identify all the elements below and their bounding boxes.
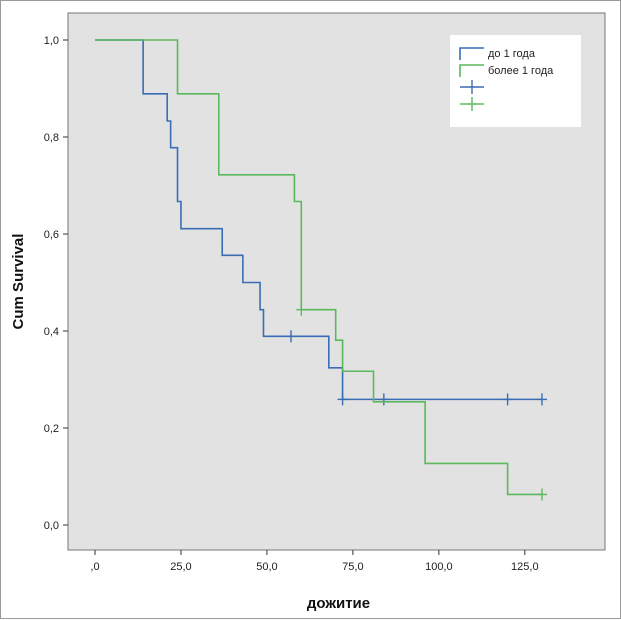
x-tick-label: 125,0 xyxy=(511,561,539,573)
y-tick-label: 1,0 xyxy=(44,35,59,47)
legend-label: до 1 года xyxy=(488,48,536,60)
y-tick-label: 0,0 xyxy=(44,520,59,532)
y-tick-label: 0,6 xyxy=(44,229,59,241)
y-axis-title: Cum Survival xyxy=(10,234,27,330)
censor-mark xyxy=(378,393,389,406)
legend-item: более 1 года xyxy=(459,64,554,77)
y-tick-label: 0,4 xyxy=(44,326,59,338)
censor-mark xyxy=(296,303,307,316)
censor-mark xyxy=(337,393,348,406)
series-group xyxy=(95,39,547,501)
legend: до 1 года более 1 года xyxy=(450,35,581,127)
legend-line-swatch xyxy=(459,47,484,60)
x-tick-label: 100,0 xyxy=(425,561,453,573)
x-tick-label: 75,0 xyxy=(342,561,363,573)
axes: 0,0 0,2 0,4 0,6 0,8 1,0 ,0 25,0 50,0 75,0 100,0 125… xyxy=(44,35,539,573)
x-axis-title: дожитие xyxy=(307,595,370,612)
legend-line-swatch xyxy=(459,64,484,77)
censor-mark xyxy=(285,330,296,343)
series-line-1 xyxy=(95,39,542,401)
series-line-2 xyxy=(95,39,542,496)
legend-item xyxy=(460,97,484,111)
y-tick-label: 0,2 xyxy=(44,423,59,435)
legend-item: до 1 года xyxy=(459,47,536,60)
censor-mark xyxy=(537,488,547,501)
legend-label: более 1 года xyxy=(488,65,554,77)
legend-item xyxy=(460,80,484,94)
x-tick-label: 50,0 xyxy=(256,561,277,573)
x-tick-label: ,0 xyxy=(90,561,99,573)
y-tick-label: 0,8 xyxy=(44,132,59,144)
censor-mark xyxy=(537,393,547,406)
x-tick-label: 25,0 xyxy=(170,561,191,573)
censor-mark xyxy=(502,393,513,406)
